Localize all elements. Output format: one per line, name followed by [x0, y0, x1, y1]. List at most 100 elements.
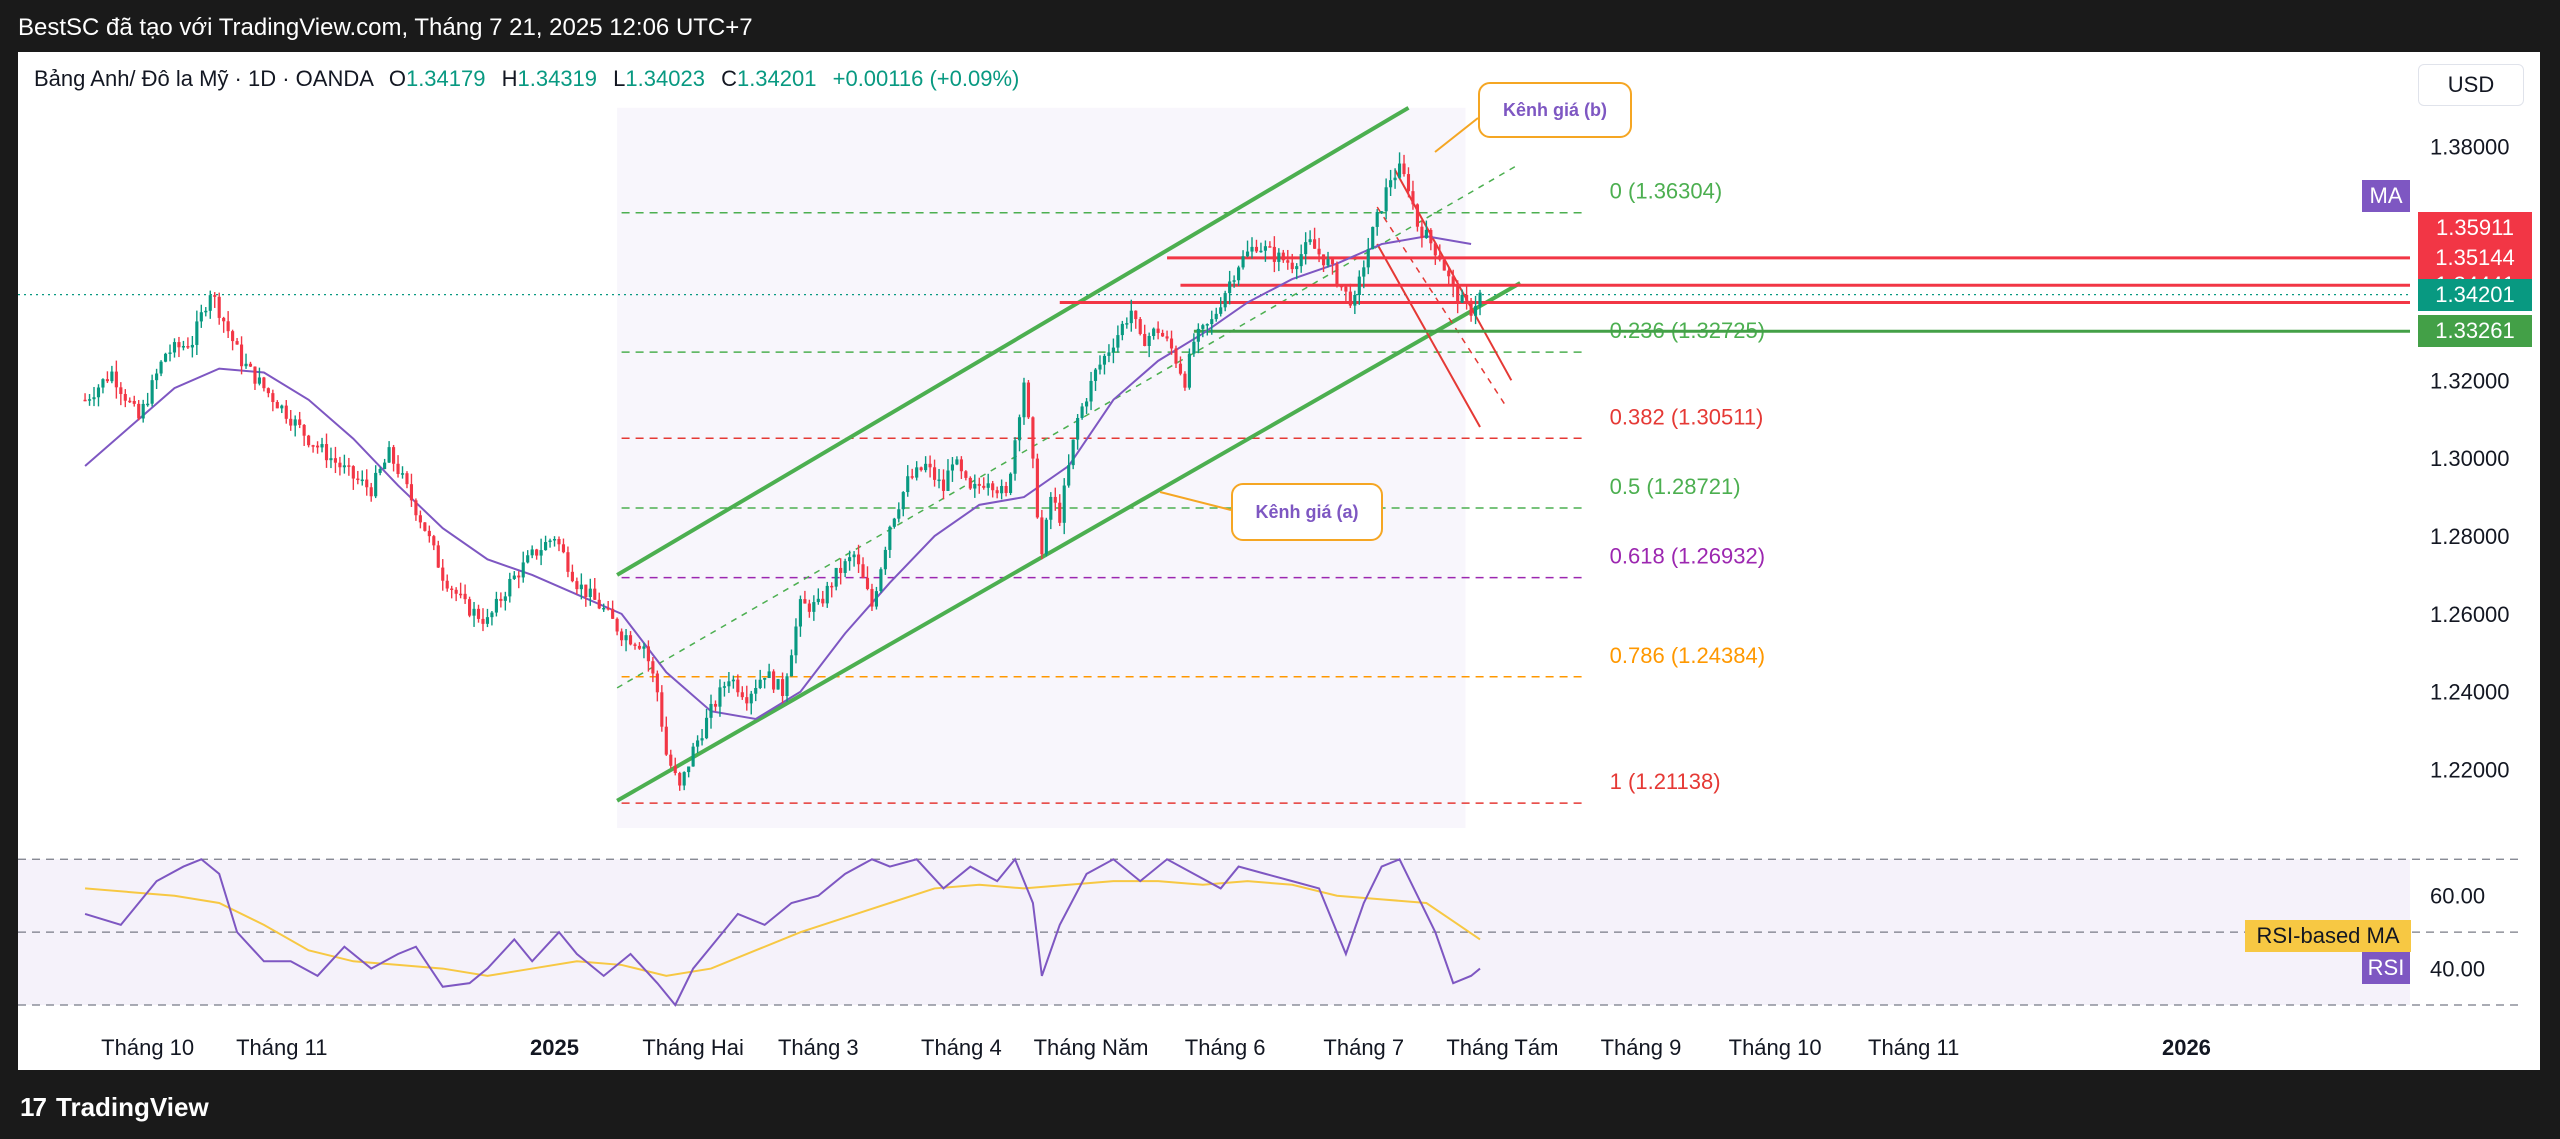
- symbol-legend: Bảng Anh/ Đô la Mỹ · 1D · OANDA O1.34179…: [34, 66, 1019, 92]
- candle-body: [803, 599, 807, 604]
- candle-body: [642, 646, 646, 649]
- candle-body: [172, 342, 177, 353]
- candle-body: [1058, 502, 1062, 523]
- ma-series-badge[interactable]: MA: [2362, 180, 2410, 212]
- rsi-ma-series-badge[interactable]: RSI-based MA: [2245, 920, 2411, 952]
- candle-body: [919, 467, 923, 471]
- candle-body: [1286, 260, 1290, 263]
- candle-body: [1402, 163, 1406, 175]
- candle-body: [906, 476, 910, 493]
- candle-body: [418, 515, 422, 523]
- candle-body: [1031, 417, 1035, 459]
- candle-body: [624, 635, 628, 641]
- candle-body: [722, 686, 726, 688]
- candle-body: [1107, 352, 1111, 356]
- callout-a-pointer: [1159, 491, 1232, 511]
- candle-body: [159, 361, 163, 374]
- price-badge: 1.34201: [2418, 278, 2532, 311]
- candle-body: [1169, 338, 1174, 349]
- candle-body: [1411, 191, 1415, 205]
- candle-body: [669, 754, 673, 766]
- candle-body: [123, 393, 127, 401]
- fib-label-3: 0.5 (1.28721): [1610, 474, 1741, 499]
- low-value: 1.34023: [625, 66, 705, 91]
- candle-body: [794, 626, 798, 656]
- candle-body: [1161, 332, 1165, 337]
- candle-body: [928, 463, 932, 468]
- candle-body: [1085, 401, 1089, 407]
- currency-button[interactable]: USD: [2418, 64, 2524, 106]
- candle-body: [1022, 382, 1026, 418]
- candle-body: [235, 341, 239, 345]
- candle-body: [843, 561, 847, 573]
- candle-body: [566, 552, 570, 572]
- candle-body: [208, 295, 212, 311]
- candle-body: [1156, 328, 1160, 333]
- candle-body: [271, 393, 275, 403]
- candle-body: [883, 549, 887, 570]
- candle-body: [1335, 264, 1339, 286]
- candle-body: [1040, 517, 1044, 555]
- candle-body: [1321, 254, 1326, 266]
- candle-body: [356, 478, 360, 481]
- candle-body: [1165, 336, 1169, 339]
- candle-body: [678, 773, 682, 786]
- price-tick-label: 1.28000: [2430, 524, 2510, 549]
- candle-body: [1152, 328, 1156, 336]
- candle-body: [1174, 348, 1178, 364]
- candle-body: [280, 405, 284, 409]
- candle-body: [1263, 246, 1267, 251]
- tradingview-mark-icon: 17: [20, 1092, 47, 1122]
- candle-body: [414, 500, 418, 516]
- change-value: +0.00116 (+0.09%): [832, 66, 1020, 91]
- callout-channel-a[interactable]: Kênh giá (a): [1231, 483, 1383, 541]
- candle-body: [637, 645, 642, 649]
- candle-body: [660, 692, 664, 727]
- candle-body: [597, 599, 601, 609]
- candle-body: [1192, 341, 1196, 354]
- candle-body: [298, 419, 302, 425]
- rsi-series-badge[interactable]: RSI: [2362, 952, 2410, 984]
- candle-body: [1308, 239, 1312, 243]
- candle-body: [950, 464, 955, 471]
- candle-body: [257, 377, 262, 384]
- time-tick-label: Tháng Tám: [1446, 1035, 1558, 1060]
- rsi-tick-label: 60.00: [2430, 884, 2485, 909]
- candle-body: [915, 467, 919, 478]
- candle-body: [324, 444, 329, 461]
- candle-body: [839, 567, 843, 573]
- callout-b-pointer: [1434, 117, 1479, 153]
- candle-body: [181, 346, 185, 348]
- candle-body: [1281, 252, 1285, 261]
- candle-body: [1299, 254, 1303, 267]
- candle-body: [946, 470, 950, 491]
- candle-body: [731, 679, 735, 682]
- open-key: O: [388, 66, 406, 91]
- candle-body: [1339, 285, 1343, 288]
- candle-body: [427, 530, 431, 537]
- candle-body: [96, 387, 101, 398]
- candle-body: [383, 462, 387, 470]
- candle-body: [615, 618, 619, 632]
- fib-label-0: 0 (1.36304): [1610, 179, 1723, 204]
- bottom-bar: 17 TradingView: [0, 1072, 2560, 1139]
- candle-body: [1277, 252, 1281, 262]
- callout-channel-b[interactable]: Kênh giá (b): [1478, 82, 1632, 138]
- candle-body: [901, 492, 905, 510]
- candle-body: [655, 673, 659, 693]
- candle-body: [132, 400, 136, 404]
- candle-body: [830, 585, 834, 588]
- candle-body: [1067, 465, 1071, 486]
- candle-body: [374, 472, 378, 497]
- candle-body: [1035, 458, 1039, 518]
- candle-body: [1245, 251, 1250, 257]
- candle-body: [1049, 496, 1053, 520]
- price-badge: 1.33261: [2418, 315, 2532, 348]
- candle-body: [195, 321, 199, 345]
- candle-body: [713, 703, 718, 707]
- tradingview-logo[interactable]: 17 TradingView: [20, 1092, 209, 1123]
- candle-body: [275, 402, 279, 409]
- candle-body: [1076, 417, 1080, 440]
- candle-body: [628, 635, 633, 645]
